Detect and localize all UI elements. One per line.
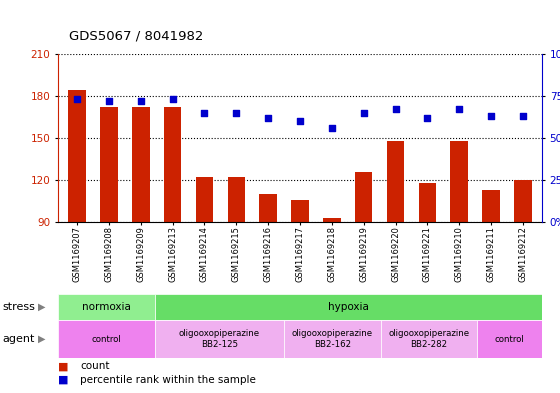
Point (105, 98, 114, 104)
Bar (478, 320, 542, 358)
Point (264, 115, 273, 121)
Text: GDS5067 / 8041982: GDS5067 / 8041982 (69, 29, 204, 42)
Bar (259, 194, 277, 222)
Text: percentile rank within the sample: percentile rank within the sample (81, 375, 256, 385)
Point (391, 106, 400, 112)
Text: control: control (495, 334, 525, 343)
Bar (58, 320, 155, 358)
Text: agent: agent (3, 334, 35, 344)
Point (519, 113, 528, 119)
Bar (227, 177, 245, 222)
Text: ▶: ▶ (38, 334, 46, 344)
Bar (155, 320, 284, 358)
Point (136, 98, 145, 104)
Text: normoxia: normoxia (82, 302, 131, 312)
Point (232, 110, 241, 116)
Point (359, 110, 368, 116)
Text: oligooxopiperazine
BB2-125: oligooxopiperazine BB2-125 (179, 329, 260, 349)
Bar (195, 177, 213, 222)
Bar (164, 107, 181, 222)
Point (487, 113, 496, 119)
Bar (132, 107, 150, 222)
Bar (355, 172, 372, 222)
Bar (514, 180, 531, 222)
Text: ■: ■ (58, 375, 68, 385)
Text: ▶: ▶ (38, 302, 46, 312)
Bar (155, 294, 542, 320)
Text: oligooxopiperazine
BB2-282: oligooxopiperazine BB2-282 (389, 329, 470, 349)
Text: control: control (91, 334, 122, 343)
Point (423, 115, 432, 121)
Bar (58, 294, 155, 320)
Point (73, 96, 82, 103)
Text: stress: stress (3, 302, 36, 312)
Text: hypoxia: hypoxia (328, 302, 369, 312)
Bar (68, 90, 86, 222)
Point (328, 125, 337, 131)
Bar (284, 320, 381, 358)
Bar (323, 218, 340, 222)
Bar (100, 107, 118, 222)
Bar (419, 183, 436, 222)
Bar (450, 141, 468, 222)
Bar (482, 190, 500, 222)
Text: ■: ■ (58, 362, 68, 371)
Bar (387, 141, 404, 222)
Point (455, 106, 464, 112)
Bar (291, 200, 309, 222)
Bar (381, 320, 478, 358)
Text: count: count (81, 362, 110, 371)
Point (200, 110, 209, 116)
Point (296, 118, 305, 124)
Text: oligooxopiperazine
BB2-162: oligooxopiperazine BB2-162 (292, 329, 373, 349)
Point (168, 96, 177, 103)
